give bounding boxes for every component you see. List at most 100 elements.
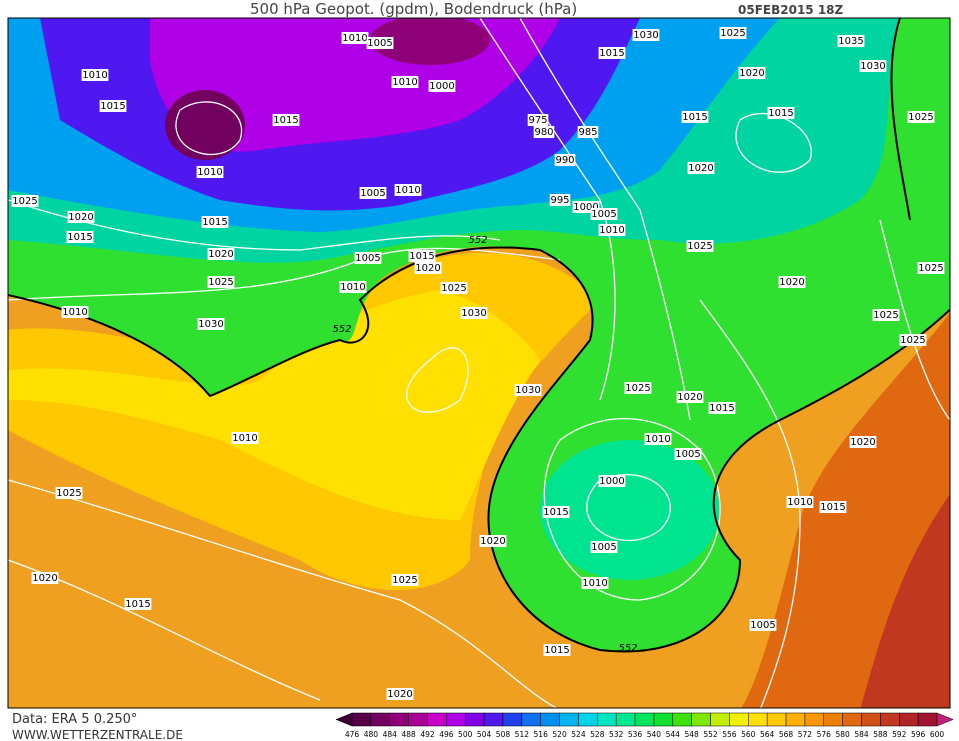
- colorbar-label: 516: [534, 730, 549, 739]
- isobar-label: 1020: [480, 536, 505, 547]
- colorbar-label: 528: [590, 730, 605, 739]
- isobar-label: 1020: [779, 277, 804, 288]
- colorbar-label: 588: [873, 730, 888, 739]
- colorbar-cell: [351, 712, 372, 727]
- isobar-label: 1010: [340, 282, 365, 293]
- label-box: [624, 382, 652, 394]
- isobar-label: 1020: [32, 573, 57, 584]
- label-box: [207, 276, 235, 288]
- map-title: 500 hPa Geopot. (gpdm), Bodendruck (hPa): [250, 0, 577, 18]
- isobar-label: 1020: [688, 163, 713, 174]
- isobar-label: 1030: [515, 385, 540, 396]
- isobar-label: 1010: [599, 225, 624, 236]
- colorbar-label: 536: [628, 730, 643, 739]
- isobar-label: 1025: [900, 335, 925, 346]
- data-source: Data: ERA 5 0.250°: [12, 712, 137, 727]
- label-box: [196, 166, 224, 178]
- label-box: [819, 501, 847, 513]
- isobar-label: 1005: [355, 253, 380, 264]
- isobar-label: 1010: [197, 167, 222, 178]
- label-box: [460, 307, 488, 319]
- colorbar-label: 512: [515, 730, 530, 739]
- isobar-label: 1020: [850, 437, 875, 448]
- isobar-label: 1010: [392, 77, 417, 88]
- contour-label: 552: [332, 324, 351, 335]
- isobar-label: 1015: [125, 599, 150, 610]
- isobar-label: 990: [555, 155, 574, 166]
- colorbar-cell: [691, 712, 711, 727]
- colorbar-label: 496: [439, 730, 454, 739]
- isobar-label: 1005: [675, 449, 700, 460]
- isobar-label: 1020: [415, 263, 440, 274]
- colorbar-cell: [653, 712, 674, 727]
- label-box: [872, 309, 900, 321]
- isobar-label: 1025: [208, 277, 233, 288]
- isobar-label: 1010: [62, 307, 87, 318]
- colorbar-label: 564: [760, 730, 775, 739]
- low-core: [370, 18, 490, 65]
- isobar-label: 1025: [720, 28, 745, 39]
- colorbar-label: 508: [496, 730, 511, 739]
- label-box: [533, 126, 555, 138]
- colorbar-label: 596: [911, 730, 926, 739]
- label-box: [341, 32, 369, 44]
- label-box: [767, 107, 795, 119]
- label-box: [440, 282, 468, 294]
- label-box: [231, 432, 259, 444]
- colorbar-cell: [389, 712, 409, 727]
- label-box: [197, 318, 225, 330]
- isobar-label: 975: [528, 115, 547, 126]
- colorbar-cell: [880, 712, 900, 727]
- label-box: [359, 187, 387, 199]
- label-box: [598, 475, 626, 487]
- colorbar-label: 568: [779, 730, 794, 739]
- colorbar-cell: [766, 712, 787, 727]
- colorbar: 476 480 484 488 492 496 500 504 508 512 516 520 524 5…: [335, 712, 954, 739]
- colorbar-label: 532: [609, 730, 624, 739]
- colorbar-label: 480: [364, 730, 379, 739]
- label-box: [543, 644, 571, 656]
- isobar-label: 1025: [441, 283, 466, 294]
- colorbar-cell: [408, 712, 428, 727]
- label-box: [31, 572, 59, 584]
- isobar-label: 1010: [342, 33, 367, 44]
- label-box: [676, 391, 704, 403]
- label-box: [124, 598, 152, 610]
- colorbar-cell: [710, 712, 730, 727]
- isobar-label: 1025: [392, 575, 417, 586]
- isobar-label: 1005: [367, 38, 392, 49]
- colorbar-label: 476: [345, 730, 360, 739]
- colorbar-cell: [634, 712, 655, 727]
- isobar-label: 1030: [198, 319, 223, 330]
- label-box: [859, 60, 887, 72]
- isobar-label: 1015: [682, 112, 707, 123]
- isobar-label: 1020: [208, 249, 233, 260]
- map-date: 05FEB2015 18Z: [738, 3, 844, 17]
- colorbar-cell: [521, 712, 541, 727]
- label-box: [479, 535, 507, 547]
- map-frame: [7, 17, 951, 709]
- isobar-label: 1005: [591, 209, 616, 220]
- label-box: [598, 47, 626, 59]
- label-box: [514, 384, 542, 396]
- colorbar-cell: [559, 712, 579, 727]
- isobar-label: 1015: [67, 232, 92, 243]
- isobar-label: 1010: [82, 70, 107, 81]
- label-box: [272, 114, 300, 126]
- colorbar-cell: [370, 712, 390, 727]
- label-box: [386, 688, 414, 700]
- colorbar-cell: [917, 712, 938, 727]
- label-box: [66, 231, 94, 243]
- isobar-label: 1025: [625, 383, 650, 394]
- isobar-label: 1030: [461, 308, 486, 319]
- map-field: [8, 18, 950, 708]
- isobar-label: 1025: [908, 112, 933, 123]
- label-box: [99, 100, 127, 112]
- colorbar-cell: [483, 712, 504, 727]
- cutoff-core: [540, 440, 720, 580]
- colorbar-label: 540: [647, 730, 662, 739]
- isobar-label: 1015: [820, 502, 845, 513]
- colorbar-label: 584: [854, 730, 869, 739]
- colorbar-label: 560: [741, 730, 756, 739]
